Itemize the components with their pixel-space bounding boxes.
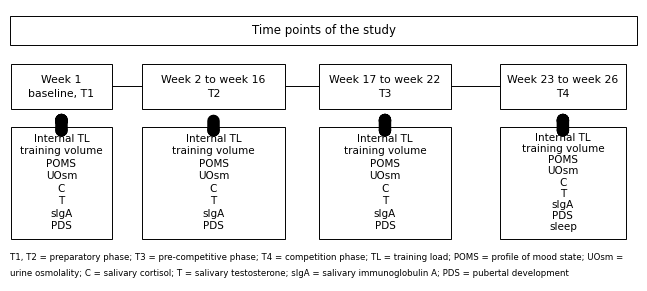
Text: Week 2 to week 16
T2: Week 2 to week 16 T2 [161, 74, 266, 99]
Text: Week 17 to week 22
T3: Week 17 to week 22 T3 [329, 74, 441, 99]
Text: POMS: POMS [370, 159, 400, 169]
Text: Internal TL: Internal TL [357, 134, 413, 144]
Text: C: C [58, 184, 65, 194]
Text: sIgA: sIgA [374, 209, 396, 219]
Text: Internal TL: Internal TL [186, 134, 241, 144]
Text: UOsm: UOsm [369, 171, 400, 181]
FancyBboxPatch shape [12, 64, 111, 109]
Text: sIgA: sIgA [552, 200, 574, 210]
FancyBboxPatch shape [318, 127, 452, 239]
Text: PDS: PDS [375, 221, 395, 231]
Text: POMS: POMS [199, 159, 228, 169]
Text: POMS: POMS [548, 155, 578, 165]
Text: PDS: PDS [553, 211, 573, 221]
Text: UOsm: UOsm [547, 166, 578, 176]
Text: training volume: training volume [172, 146, 255, 157]
Text: T: T [58, 196, 65, 206]
Text: Time points of the study: Time points of the study [252, 24, 395, 37]
FancyBboxPatch shape [499, 127, 626, 239]
Text: T: T [382, 196, 388, 206]
Text: training volume: training volume [521, 144, 604, 154]
Text: training volume: training volume [344, 146, 426, 157]
Text: PDS: PDS [203, 221, 224, 231]
Text: C: C [210, 184, 217, 194]
Text: T: T [560, 189, 566, 199]
Text: POMS: POMS [47, 159, 76, 169]
Text: urine osmolality; C = salivary cortisol; T = salivary testosterone; sIgA = saliv: urine osmolality; C = salivary cortisol;… [10, 269, 569, 278]
Text: Week 23 to week 26
T4: Week 23 to week 26 T4 [507, 74, 619, 99]
FancyBboxPatch shape [318, 64, 452, 109]
FancyBboxPatch shape [142, 127, 285, 239]
Text: UOsm: UOsm [198, 171, 229, 181]
Text: sIgA: sIgA [50, 209, 72, 219]
Text: sIgA: sIgA [203, 209, 225, 219]
FancyBboxPatch shape [12, 127, 111, 239]
Text: T: T [210, 196, 217, 206]
FancyBboxPatch shape [499, 64, 626, 109]
Text: T1, T2 = preparatory phase; T3 = pre-competitive phase; T4 = competition phase; : T1, T2 = preparatory phase; T3 = pre-com… [10, 253, 623, 262]
Text: training volume: training volume [20, 146, 103, 157]
FancyBboxPatch shape [10, 16, 637, 45]
Text: PDS: PDS [51, 221, 72, 231]
Text: C: C [381, 184, 389, 194]
Text: C: C [559, 178, 567, 188]
Text: Internal TL: Internal TL [535, 133, 591, 143]
FancyBboxPatch shape [142, 64, 285, 109]
Text: UOsm: UOsm [46, 171, 77, 181]
Text: Week 1
baseline, T1: Week 1 baseline, T1 [28, 74, 94, 99]
Text: Internal TL: Internal TL [34, 134, 89, 144]
Text: sleep: sleep [549, 222, 577, 233]
